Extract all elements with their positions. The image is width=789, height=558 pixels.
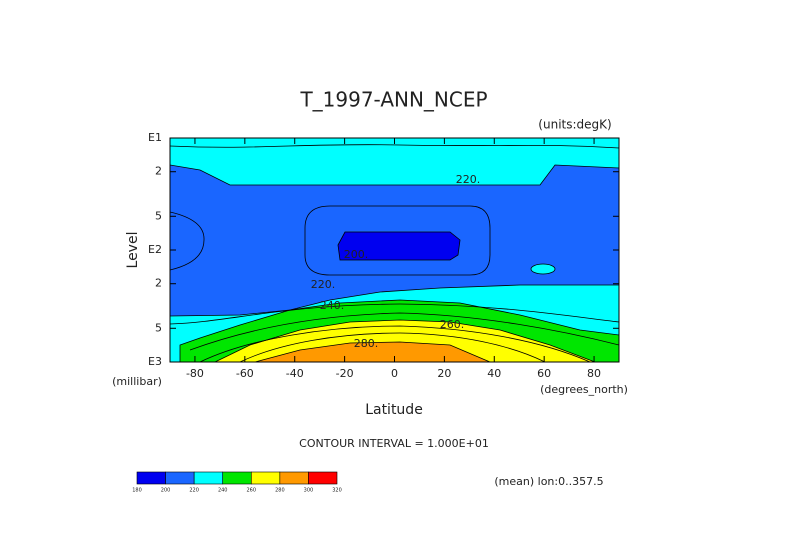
colorbar-label: 240: [218, 488, 228, 494]
colorbar-segment: [250, 471, 281, 485]
contour-label: 220.: [311, 278, 336, 291]
y-axis-label: Level: [125, 232, 141, 269]
contour-line: [199, 325, 591, 362]
x-tick-label: -40: [286, 367, 304, 380]
contour-label: 220.: [456, 173, 481, 186]
x-tick-label: 80: [587, 367, 601, 380]
colorbar-label: 260: [247, 488, 257, 494]
x-tick-label: 40: [487, 367, 501, 380]
region-note: (mean) lon:0..357.5: [494, 475, 603, 488]
x-tick-label: -20: [336, 367, 354, 380]
colorbar-label: 300: [304, 488, 314, 494]
colorbar-label: 180: [132, 488, 142, 494]
y-tick-label: 2: [155, 165, 162, 178]
contour-label: 200.: [344, 248, 369, 261]
x-tick-label: 20: [437, 367, 451, 380]
colorbar-label: 280: [275, 488, 285, 494]
contour-label: 260.: [440, 318, 465, 331]
colorbar-segment: [308, 471, 338, 485]
contour-line: [170, 211, 205, 271]
chart-title: T_1997-ANN_NCEP: [299, 88, 487, 112]
x-tick-label: 60: [537, 367, 551, 380]
colorbar-segment: [222, 471, 252, 485]
contour-note: CONTOUR INTERVAL = 1.000E+01: [299, 437, 489, 450]
y-tick-label: E1: [148, 131, 162, 144]
y-tick-label: E3: [148, 355, 162, 368]
contour-label: 240.: [320, 299, 345, 312]
contour-band: [254, 341, 491, 362]
colorbar-segment: [193, 471, 224, 485]
colorbar-segment: [136, 471, 166, 485]
contour-label: 280.: [354, 337, 379, 350]
contour-line: [304, 205, 491, 276]
contour-line: [239, 332, 546, 362]
contour-line: [170, 144, 619, 149]
contour-line: [170, 303, 619, 325]
y-tick-label: 2: [155, 277, 162, 290]
plot-area: [170, 138, 619, 362]
colorbar-label: 320: [332, 488, 342, 494]
colorbar-label: 220: [189, 488, 199, 494]
colorbar-segment: [165, 471, 195, 485]
x-tick-label: 0: [391, 367, 398, 380]
contour-band: [530, 263, 556, 275]
x-tick-label: -80: [186, 367, 204, 380]
units-note: (units:degK): [538, 118, 611, 132]
colorbar-label: 200: [161, 488, 171, 494]
y-tick-label: E2: [148, 243, 162, 256]
x-tick-label: -60: [236, 367, 254, 380]
contour-band: [337, 231, 461, 261]
y-tick-label: 5: [155, 209, 162, 222]
y-tick-label: 5: [155, 321, 162, 334]
contour-line: [189, 312, 619, 351]
x-axis-label: Latitude: [365, 402, 423, 418]
x-units: (degrees_north): [540, 383, 628, 396]
y-units: (millibar): [112, 375, 162, 388]
colorbar-segment: [279, 471, 309, 485]
